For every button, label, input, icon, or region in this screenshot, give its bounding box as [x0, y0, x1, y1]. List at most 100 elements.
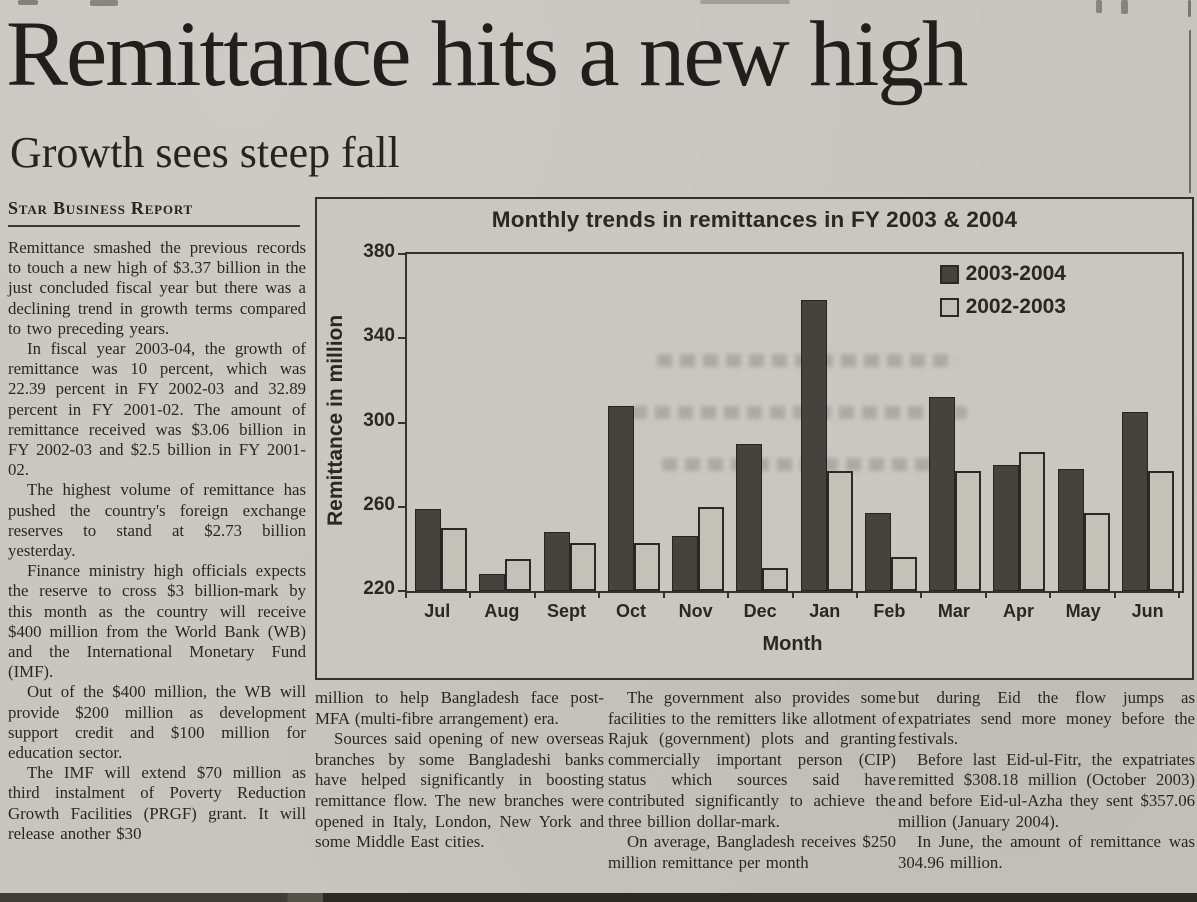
scan-artifact	[1188, 0, 1191, 17]
x-tickmark-cell	[405, 591, 472, 598]
bar-2002-2003-nov	[698, 506, 725, 591]
bar-group-sept	[538, 254, 602, 591]
legend-swatch-dark	[939, 264, 959, 284]
bar-2003-2004-feb	[864, 513, 891, 591]
bar-2003-2004-jan	[800, 300, 827, 591]
paragraph: Sources said opening of new overseas bra…	[315, 729, 604, 852]
paragraph: Remittance smashed the previous records …	[8, 238, 306, 338]
paragraph: In June, the amount of remittance was 30…	[898, 832, 1195, 872]
bar-group-aug	[473, 254, 537, 591]
byline: Star Business Report	[8, 198, 300, 227]
bar-group-jan	[795, 254, 859, 591]
paragraph: Out of the $400 million, the WB will pro…	[8, 682, 306, 763]
x-tick-label: Dec	[743, 601, 777, 621]
article-subhead: Growth sees steep fall	[10, 128, 400, 177]
y-tick-label: 380	[363, 241, 395, 262]
y-tickmark	[398, 337, 405, 340]
y-axis-title: Remittance in million	[324, 314, 347, 527]
x-tick-label: Oct	[616, 601, 647, 621]
bar-2002-2003-oct	[633, 542, 660, 591]
y-tick-label: 340	[363, 325, 395, 347]
bar-2002-2003-dec	[762, 567, 789, 591]
bar-2003-2004-jun	[1121, 411, 1148, 591]
article-headline: Remittance hits a new high	[6, 3, 968, 106]
bar-group-nov	[666, 254, 730, 591]
paragraph: Finance ministry high officials expects …	[8, 561, 306, 682]
paragraph: The government also provides some facili…	[608, 688, 896, 831]
x-tickmark-cell	[794, 591, 858, 598]
bar-2003-2004-mar	[929, 397, 956, 591]
paragraph: million to help Bangladesh face post-MFA…	[315, 688, 604, 728]
bar-2003-2004-sept	[543, 532, 570, 591]
paragraph: In fiscal year 2003-04, the growth of re…	[8, 339, 306, 480]
x-tickmark-cell	[536, 591, 601, 598]
y-tickmark	[398, 505, 405, 508]
x-tickmark-cell	[1116, 591, 1181, 598]
y-axis-labels: 380 340 300 260 220	[357, 241, 399, 599]
bar-2003-2004-dec	[736, 443, 763, 591]
x-axis-title: Month	[762, 633, 823, 655]
article-column-1: Star Business Report Remittance smashed …	[8, 198, 306, 844]
column-1-text: Remittance smashed the previous records …	[8, 238, 306, 844]
legend-swatch-light	[939, 297, 959, 317]
column-divider-rule	[1189, 30, 1191, 193]
paragraph: Before last Eid-ul-Fitr, the expatriates…	[898, 749, 1195, 831]
x-tick-label: Nov	[678, 601, 713, 621]
bar-group-mar	[923, 254, 987, 591]
x-tick-label: Mar	[937, 601, 970, 621]
x-axis-ticks	[405, 591, 1181, 598]
legend-label: 2002-2003	[965, 295, 1066, 318]
x-tick-label: Jan	[809, 601, 841, 621]
article-column-3: The government also provides some facili…	[608, 688, 896, 873]
remittance-chart: Monthly trends in remittances in FY 2003…	[315, 197, 1194, 680]
x-tick-label: Feb	[873, 601, 906, 621]
scan-artifact	[700, 0, 790, 4]
y-tick-label: 260	[363, 493, 395, 515]
legend-entry: 2003-2004	[939, 262, 1066, 286]
bar-2002-2003-sept	[569, 542, 596, 591]
paragraph: The IMF will extend $70 million as third…	[8, 763, 306, 843]
scan-artifact	[90, 0, 118, 6]
x-tickmark-cell	[600, 591, 665, 598]
bars-container	[407, 254, 1182, 591]
x-axis-labels: Jul Aug Sept Oct Nov Dec Jan Feb Mar Apr May Jun	[405, 601, 1180, 622]
scan-artifact	[1096, 0, 1102, 13]
x-tick-label: May	[1065, 601, 1101, 621]
bar-2003-2004-may	[1057, 468, 1084, 591]
bar-group-dec	[730, 254, 794, 591]
print-bleed-artifact	[632, 406, 967, 419]
bar-2003-2004-oct	[607, 405, 634, 591]
paragraph: On average, Bangladesh receives $250 mil…	[608, 832, 896, 872]
bar-2002-2003-feb	[890, 557, 917, 591]
section-bottom-rule	[0, 893, 1197, 902]
bar-group-apr	[987, 254, 1051, 591]
x-tickmark-cell	[729, 591, 794, 598]
x-tickmark-cell	[471, 591, 536, 598]
bar-group-may	[1052, 254, 1116, 591]
bar-2003-2004-nov	[672, 536, 699, 591]
bar-group-jul	[409, 254, 473, 591]
bar-2002-2003-aug	[505, 559, 532, 591]
paragraph: but during Eid the flow jumps as expatri…	[898, 688, 1195, 749]
bar-2002-2003-may	[1083, 513, 1110, 591]
x-tickmark-cell	[922, 591, 987, 598]
x-tickmark-cell	[987, 591, 1052, 598]
bar-2002-2003-mar	[955, 470, 982, 591]
bar-2002-2003-apr	[1019, 452, 1046, 591]
y-tickmark	[398, 421, 405, 424]
bar-2003-2004-aug	[479, 574, 506, 591]
x-tick-label: Apr	[1002, 601, 1034, 621]
bar-2002-2003-jun	[1147, 470, 1174, 591]
y-tickmark	[398, 253, 405, 255]
scan-artifact	[1121, 0, 1128, 14]
plot-area: 2003-2004 2002-2003	[398, 252, 1184, 593]
bar-group-jun	[1116, 254, 1180, 591]
chart-legend: 2003-2004 2002-2003	[939, 262, 1066, 328]
x-tick-label: Aug	[484, 601, 520, 621]
bar-group-oct	[602, 254, 666, 591]
x-tickmark-cell	[858, 591, 923, 598]
y-tickmark	[398, 590, 405, 592]
x-tickmark-cell	[1051, 591, 1116, 598]
scan-artifact	[18, 0, 38, 5]
